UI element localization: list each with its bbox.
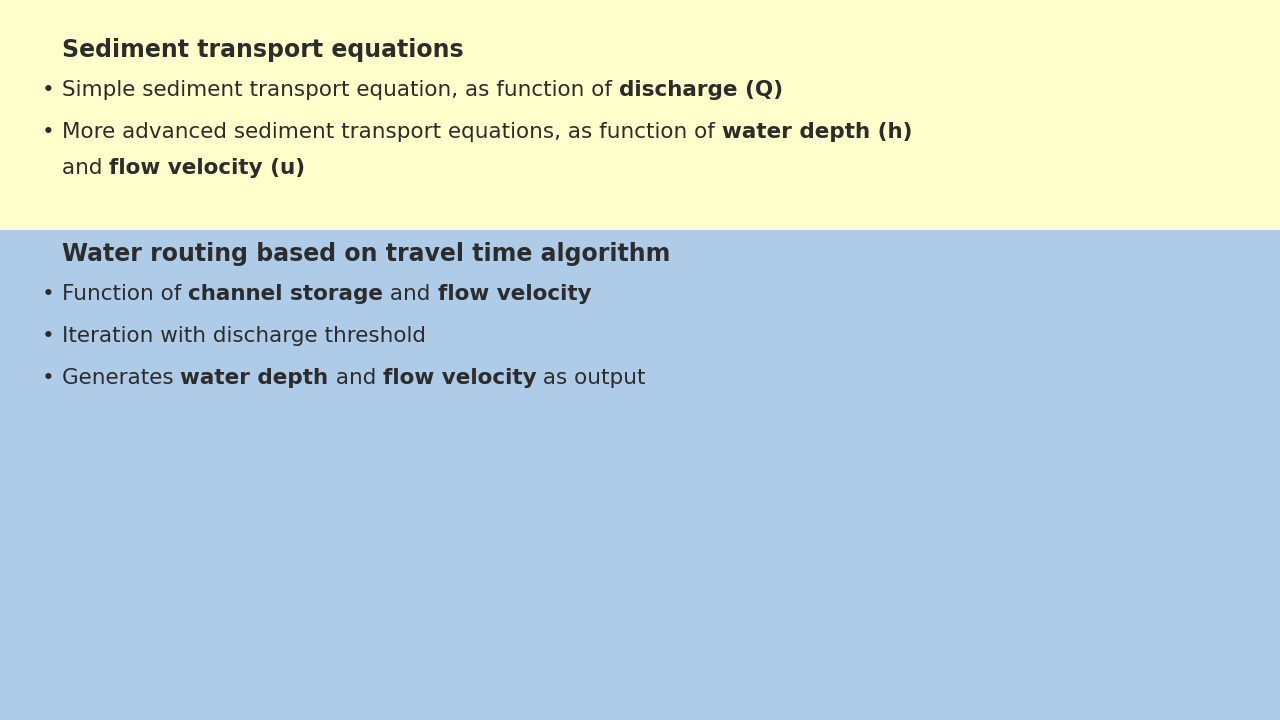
- Text: •: •: [42, 284, 55, 304]
- Text: More advanced sediment transport equations, as function of: More advanced sediment transport equatio…: [61, 122, 722, 142]
- Text: Iteration with discharge threshold: Iteration with discharge threshold: [61, 326, 426, 346]
- Text: water depth: water depth: [180, 368, 329, 388]
- Text: and: and: [61, 158, 109, 178]
- Text: flow velocity: flow velocity: [438, 284, 591, 304]
- Text: •: •: [42, 122, 55, 142]
- Text: discharge (Q): discharge (Q): [618, 80, 783, 100]
- Text: Simple sediment transport equation, as function of: Simple sediment transport equation, as f…: [61, 80, 618, 100]
- Text: •: •: [42, 80, 55, 100]
- Text: Generates: Generates: [61, 368, 180, 388]
- Text: Water routing based on travel time algorithm: Water routing based on travel time algor…: [61, 242, 671, 266]
- Text: •: •: [42, 326, 55, 346]
- Text: flow velocity (u): flow velocity (u): [109, 158, 306, 178]
- Bar: [0, 230, 1280, 720]
- Text: flow velocity: flow velocity: [383, 368, 536, 388]
- Text: channel storage: channel storage: [188, 284, 383, 304]
- Text: and: and: [329, 368, 383, 388]
- Text: as output: as output: [536, 368, 646, 388]
- Text: Sediment transport equations: Sediment transport equations: [61, 38, 463, 62]
- Text: water depth (h): water depth (h): [722, 122, 913, 142]
- Text: Function of: Function of: [61, 284, 188, 304]
- Text: •: •: [42, 368, 55, 388]
- Bar: [0, 0, 1280, 230]
- Text: and: and: [383, 284, 438, 304]
